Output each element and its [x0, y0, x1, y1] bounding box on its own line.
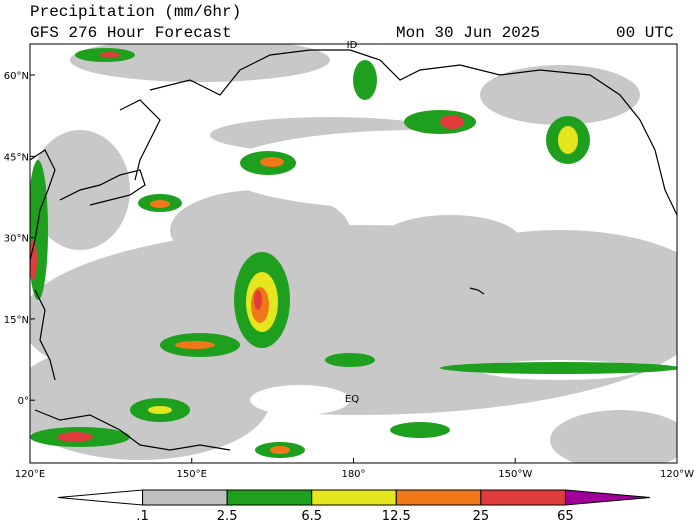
colorbar-segment	[57, 489, 144, 506]
dry-area	[220, 130, 620, 210]
dry-area	[250, 385, 350, 415]
valid-time: 00 UTC	[616, 24, 674, 42]
lat-label: 60°N	[4, 71, 29, 82]
colorbar-label: .1	[136, 509, 148, 524]
moderate-precip	[440, 362, 677, 374]
very-heavy-precip	[254, 290, 262, 310]
light-precip	[170, 190, 350, 270]
colorbar-label: 65	[557, 509, 574, 524]
very-heavy-precip	[57, 432, 93, 442]
colorbar-label: 25	[473, 509, 490, 524]
lat-label: 0°	[18, 396, 29, 407]
lat-label: 30°N	[4, 234, 29, 245]
heavy-precip	[270, 446, 290, 454]
lon-label: 120°W	[660, 469, 694, 480]
valid-date: Mon 30 Jun 2025	[396, 24, 540, 42]
light-precip	[380, 215, 520, 265]
very-heavy-precip	[30, 240, 37, 280]
colorbar-label: 6.5	[301, 509, 322, 524]
moderate-precip	[30, 160, 48, 300]
equator-label: EQ	[345, 394, 359, 405]
lon-label: 150°W	[498, 469, 532, 480]
lon-label: 120°E	[15, 469, 45, 480]
heavy-precip	[260, 157, 284, 167]
lat-label: 15°N	[4, 315, 29, 326]
coastline	[149, 49, 677, 216]
coastline	[119, 99, 161, 181]
colorbar-segment	[395, 489, 482, 506]
colorbar-segment	[311, 489, 397, 506]
heavy-precip	[150, 200, 170, 208]
colorbar-segment	[142, 489, 228, 506]
colorbar-segment	[564, 489, 651, 506]
colorbar-segment	[480, 489, 566, 506]
heavy-precip	[148, 406, 172, 414]
light-precip	[550, 410, 677, 463]
heavy-precip	[558, 126, 578, 154]
lat-label: 45°N	[4, 152, 29, 163]
map-field	[30, 44, 677, 463]
light-precip	[70, 44, 330, 82]
coastline	[34, 409, 231, 451]
moderate-precip	[390, 422, 450, 438]
lon-label: 180°	[341, 469, 365, 480]
moderate-precip	[353, 60, 377, 100]
coastline	[469, 287, 485, 295]
title: Precipitation (mm/6hr)	[30, 3, 241, 21]
coastline	[34, 289, 56, 381]
colorbar-label: 12.5	[382, 509, 411, 524]
colorbar-segment	[226, 489, 313, 506]
colorbar-label: 2.5	[217, 509, 238, 524]
model-run: GFS 276 Hour Forecast	[30, 24, 232, 42]
lon-label: 150°E	[177, 469, 207, 480]
light-precip	[480, 65, 640, 125]
very-heavy-precip	[100, 52, 120, 58]
coastline	[30, 149, 56, 261]
moderate-precip	[325, 353, 375, 367]
heavy-precip	[175, 341, 215, 349]
very-heavy-precip	[440, 115, 464, 129]
coastline	[59, 169, 146, 206]
dateline-label: ID	[347, 40, 358, 51]
